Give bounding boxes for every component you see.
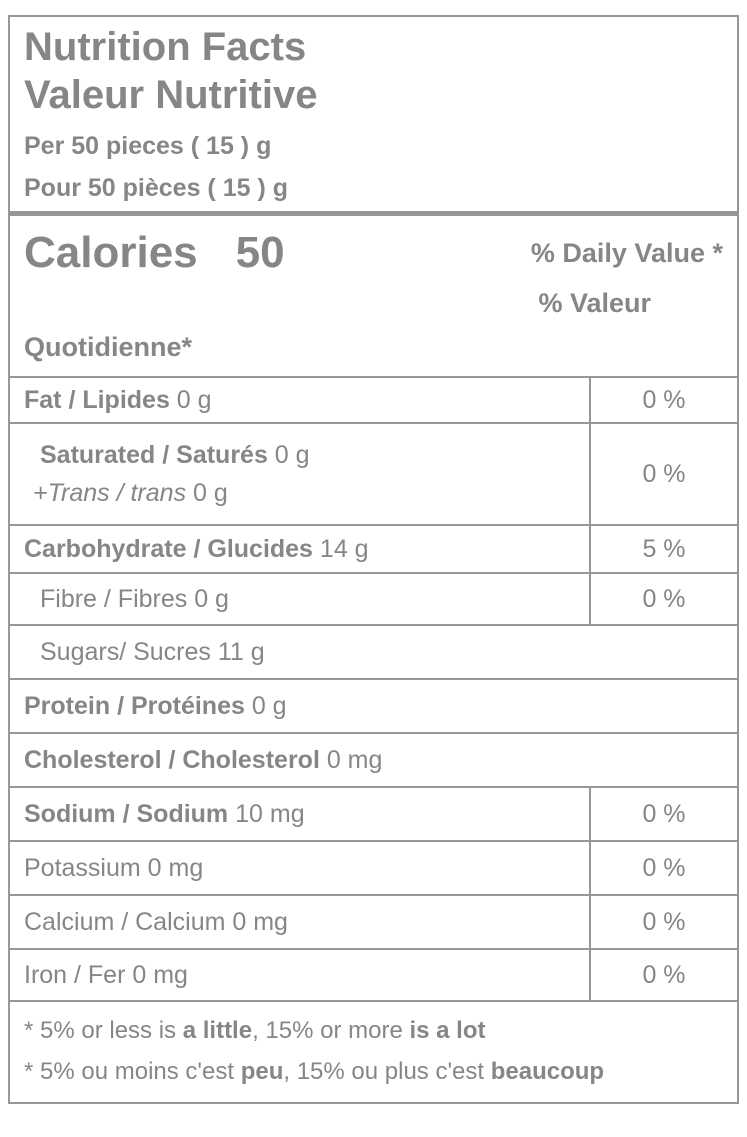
- row-iron: Iron / Fer 0 mg 0 %: [10, 948, 737, 1000]
- daily-value-header-en: % Daily Value *: [530, 238, 723, 268]
- text-segment: Fibre / Fibres 0 g: [40, 585, 229, 613]
- calories-value: 50: [235, 228, 285, 277]
- daily-value-cell: 0 %: [589, 424, 737, 524]
- text-segment: 0 g: [186, 479, 228, 507]
- nutrient-line: Saturated / Saturés 0 g: [24, 436, 589, 474]
- text-segment: Carbohydrate / Glucides: [24, 535, 313, 563]
- daily-value-header-fr-1: % Valeur: [538, 288, 651, 318]
- text-segment: 0 g: [169, 386, 212, 414]
- text-segment: 10 mg: [228, 800, 305, 828]
- daily-value-cell: 0 %: [589, 378, 737, 422]
- nutrient-label: Potassium 0 mg: [10, 842, 589, 894]
- nutrient-line: Fat / Lipides 0 g: [24, 385, 589, 415]
- text-segment: Fat / Lipides: [24, 386, 170, 414]
- daily-value-cell: 0 %: [589, 950, 737, 1000]
- nutrient-line: Cholesterol / Cholesterol 0 mg: [24, 745, 737, 775]
- nutrient-label: Fibre / Fibres 0 g: [10, 574, 589, 624]
- nutrient-line: Potassium 0 mg: [24, 853, 589, 883]
- nutrient-line: Sodium / Sodium 10 mg: [24, 799, 589, 829]
- label-header: Nutrition Facts Valeur Nutritive Per 50 …: [10, 17, 737, 211]
- nutrition-facts-label: Nutrition Facts Valeur Nutritive Per 50 …: [8, 15, 739, 1104]
- text-segment: 0 g: [244, 692, 287, 720]
- text-segment: Cholesterol / Cholesterol: [24, 746, 320, 774]
- row-sugars: Sugars/ Sucres 11 g: [10, 624, 737, 678]
- nutrient-line: Calcium / Calcium 0 mg: [24, 907, 589, 937]
- serving-size-en: Per 50 pieces ( 15 ) g: [24, 132, 272, 160]
- text-segment: 0 g: [267, 441, 310, 469]
- footnote-fr: * 5% ou moins c'est peu, 15% ou plus c'e…: [24, 1051, 723, 1092]
- text-segment: Protein / Protéines: [24, 692, 245, 720]
- nutrient-line: Fibre / Fibres 0 g: [24, 584, 589, 614]
- row-sodium: Sodium / Sodium 10 mg 0 %: [10, 786, 737, 840]
- text-segment: 14 g: [312, 535, 369, 563]
- nutrient-label: Calcium / Calcium 0 mg: [10, 896, 589, 948]
- header-thick-divider: [10, 211, 737, 216]
- text-segment: Potassium 0 mg: [24, 854, 204, 882]
- row-calcium: Calcium / Calcium 0 mg 0 %: [10, 894, 737, 948]
- nutrient-label: Carbohydrate / Glucides 14 g: [10, 526, 589, 572]
- nutrient-line: Protein / Protéines 0 g: [24, 691, 737, 721]
- text-segment: Sugars/ Sucres 11 g: [40, 638, 265, 666]
- calories-line: Calories 50: [24, 228, 285, 278]
- nutrient-label: Saturated / Saturés 0 g +Trans / trans 0 …: [10, 424, 589, 524]
- nutrient-line: Sugars/ Sucres 11 g: [24, 637, 737, 667]
- text-segment: * 5% ou moins c'est: [24, 1058, 241, 1085]
- text-segment: 0 mg: [319, 746, 383, 774]
- daily-value-header-fr-2: Quotidienne*: [24, 332, 192, 362]
- text-segment: Calcium / Calcium 0 mg: [24, 908, 288, 936]
- footnotes: * 5% or less is a little, 15% or more is…: [10, 1000, 737, 1102]
- nutrient-label: Fat / Lipides 0 g: [10, 378, 589, 422]
- row-fibre: Fibre / Fibres 0 g 0 %: [10, 572, 737, 624]
- footnote-en: * 5% or less is a little, 15% or more is…: [24, 1010, 723, 1051]
- daily-value-cell: 0 %: [589, 788, 737, 840]
- calories-label: Calories: [24, 228, 198, 277]
- text-segment: a little: [182, 1017, 253, 1044]
- text-segment: , 15% ou plus c'est: [283, 1058, 491, 1085]
- daily-value-cell: 5 %: [589, 526, 737, 572]
- row-saturated-trans: Saturated / Saturés 0 g +Trans / trans 0 …: [10, 422, 737, 524]
- text-segment: Sodium / Sodium: [24, 800, 229, 828]
- nutrient-label: Sodium / Sodium 10 mg: [10, 788, 589, 840]
- nutrient-label: Sugars/ Sucres 11 g: [10, 626, 737, 678]
- text-segment: +Trans / trans: [33, 479, 187, 507]
- nutrient-line: Carbohydrate / Glucides 14 g: [24, 534, 589, 564]
- daily-value-cell: 0 %: [589, 574, 737, 624]
- nutrient-label: Cholesterol / Cholesterol 0 mg: [10, 734, 737, 786]
- text-segment: peu: [240, 1058, 284, 1085]
- row-protein: Protein / Protéines 0 g: [10, 678, 737, 732]
- text-segment: Saturated / Saturés: [40, 441, 268, 469]
- text-segment: is a lot: [409, 1017, 486, 1044]
- daily-value-cell: 0 %: [589, 842, 737, 894]
- title-fr: Valeur Nutritive: [24, 73, 318, 117]
- nutrient-line: +Trans / trans 0 g: [24, 474, 589, 512]
- serving-size-fr: Pour 50 pièces ( 15 ) g: [24, 174, 288, 202]
- row-potassium: Potassium 0 mg 0 %: [10, 840, 737, 894]
- nutrient-label: Protein / Protéines 0 g: [10, 680, 737, 732]
- text-segment: * 5% or less is: [24, 1017, 183, 1044]
- text-segment: , 15% or more: [252, 1017, 410, 1044]
- nutrient-label: Iron / Fer 0 mg: [10, 950, 589, 1000]
- calories-block: Calories 50 % Daily Value * % Valeur Quot…: [10, 216, 737, 376]
- daily-value-cell: 0 %: [589, 896, 737, 948]
- title-en: Nutrition Facts: [24, 25, 307, 69]
- row-cholesterol: Cholesterol / Cholesterol 0 mg: [10, 732, 737, 786]
- nutrient-line: Iron / Fer 0 mg: [24, 960, 589, 990]
- text-segment: Iron / Fer 0 mg: [24, 961, 188, 989]
- text-segment: beaucoup: [490, 1058, 605, 1085]
